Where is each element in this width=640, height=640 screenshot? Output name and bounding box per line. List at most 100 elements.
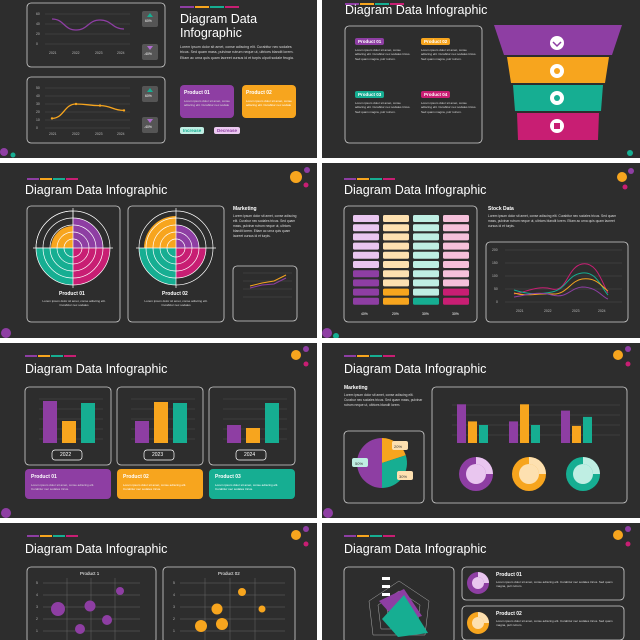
x-tick: 2022 <box>72 132 80 136</box>
accent-bar <box>27 178 78 180</box>
accent-bar <box>344 178 395 180</box>
accent-bar <box>344 535 395 537</box>
bar <box>583 416 592 443</box>
product-card-2[interactable]: Product 02 Lorem ipsum dolor sit amet, c… <box>242 85 296 118</box>
product-card-1[interactable]: Product 01 Lorem ipsum dolor sit amet, c… <box>180 85 234 118</box>
slide-title: Diagram Data Infographic <box>25 183 168 197</box>
grid-cell <box>413 279 439 287</box>
pie-label-box <box>352 458 368 467</box>
slide-3[interactable]: Diagram Data Infographic Marketing Lorem… <box>0 163 317 338</box>
slide-7[interactable]: Diagram Data Infographic Product 1 Produ… <box>0 523 317 640</box>
grid-cell <box>383 279 409 287</box>
bar <box>173 403 187 443</box>
grid-cell <box>353 224 379 232</box>
body-text: Lorem ipsum dolor sit amet, conse adisci… <box>344 393 423 407</box>
chart-title: Product 1 <box>80 571 100 576</box>
section-heading: Marketing <box>344 385 368 391</box>
pie-label: 50% <box>355 461 364 466</box>
accent-bar <box>345 3 404 5</box>
pie-label: 20% <box>394 444 403 449</box>
bar <box>520 404 529 443</box>
grid-cell <box>443 288 469 296</box>
product-tag-1: Product 01 <box>355 38 385 45</box>
product-card-1[interactable]: Product 01 Lorem ipsum dolor sit amet, c… <box>25 469 111 499</box>
card-body: Lorem ipsum dolor sit amet, conse adisci… <box>246 99 292 108</box>
y-tick: 3 <box>36 605 38 609</box>
percent-label: 30% <box>452 312 459 316</box>
product-tag-3: Product 03 <box>355 91 385 98</box>
y-tick: 1 <box>173 629 175 633</box>
grid-cell <box>443 297 469 305</box>
x-tick: 2023 <box>572 309 580 313</box>
percent-label: 20% <box>392 312 399 316</box>
section-heading: Marketing <box>233 206 257 212</box>
x-tick: 2024 <box>598 309 606 313</box>
product-tag-4: Product 04 <box>421 91 451 98</box>
bar <box>457 404 466 443</box>
product-card-3[interactable]: Product 03 Lorem ipsum dolor sit amet, c… <box>209 469 295 499</box>
accent-bar <box>27 535 78 537</box>
slide-5[interactable]: Diagram Data Infographic 2022 2023 2024 … <box>0 343 317 518</box>
bar <box>81 403 95 443</box>
bar <box>265 403 279 443</box>
slide-title: Diagram Data Infographic <box>25 362 168 376</box>
grid-cell <box>443 270 469 278</box>
card-body: Lorem ipsum dolor sit amet, conse adisci… <box>215 483 279 492</box>
bar <box>479 425 488 443</box>
y-tick: 10 <box>36 118 40 122</box>
bar <box>572 425 581 443</box>
x-tick: 2024 <box>117 51 125 55</box>
product-body-1: Lorem ipsum dolor sit amet, conse adisci… <box>42 299 106 308</box>
bar <box>43 401 57 443</box>
body-text: Lorem ipsum dolor sit amet, conse adisci… <box>488 214 617 228</box>
y-tick: 150 <box>492 261 498 265</box>
x-tick: 2024 <box>117 132 125 136</box>
bar <box>154 402 168 443</box>
grid-cell <box>413 288 439 296</box>
grid-cell <box>413 224 439 232</box>
slide-6[interactable]: Diagram Data Infographic Marketing Lorem… <box>322 343 640 518</box>
product-card-2[interactable]: Product 02 Lorem ipsum dolor sit amet, c… <box>117 469 203 499</box>
grid-cell <box>413 215 439 222</box>
y-tick: 20 <box>36 32 40 36</box>
grid-cell <box>383 251 409 259</box>
increase-legend: Increase <box>180 127 205 134</box>
grid-cell <box>443 251 469 259</box>
y-tick: 50 <box>36 86 40 90</box>
bar <box>62 421 76 443</box>
pie-label: 30% <box>399 474 408 479</box>
accent-bar <box>25 355 76 357</box>
card-title: Product 01 <box>31 474 57 480</box>
body-text: Lorem ipsum dolor sit amet, conse adisci… <box>233 214 297 238</box>
product-tag-2: Product 02 <box>421 38 451 45</box>
x-tick: 2023 <box>95 51 103 55</box>
grid-cell <box>443 215 469 222</box>
grid-cell <box>443 279 469 287</box>
badge-down: -40% <box>144 125 152 129</box>
line-point <box>98 104 102 107</box>
slide-4[interactable]: Diagram Data Infographic Stock Data Lore… <box>322 163 640 338</box>
x-tick: 2023 <box>95 132 103 136</box>
x-tick: 2022 <box>72 51 80 55</box>
product-desc-3: Lorem ipsum dolor sit amet, conse adisci… <box>355 101 411 114</box>
product-title-1: Product 01 <box>59 291 85 297</box>
slide-2[interactable]: Diagram Data Infographic Product 01 Lore… <box>322 0 640 158</box>
line-point <box>122 109 126 112</box>
y-tick: 0 <box>36 126 38 130</box>
slide-1[interactable]: 60 40 20 0 2021 2022 2023 2024 50 40 30 … <box>0 0 317 158</box>
bar <box>246 428 260 443</box>
pie-slice <box>382 438 406 463</box>
grid-cell <box>353 251 379 259</box>
y-tick: 3 <box>173 605 175 609</box>
product-body-1: Lorem ipsum dolor sit amet, conse adisci… <box>496 580 613 589</box>
product-desc-2: Lorem ipsum dolor sit amet, conse adisci… <box>421 48 477 61</box>
pie-slice <box>357 438 382 488</box>
grid-cell <box>383 215 409 222</box>
slide-8[interactable]: Diagram Data Infographic Product 01 Lore… <box>322 523 640 640</box>
grid-cell <box>353 297 379 305</box>
x-tick: 2021 <box>516 309 524 313</box>
grid-cell <box>383 288 409 296</box>
grid-cell <box>353 279 379 287</box>
card-title: Product 03 <box>215 474 241 480</box>
